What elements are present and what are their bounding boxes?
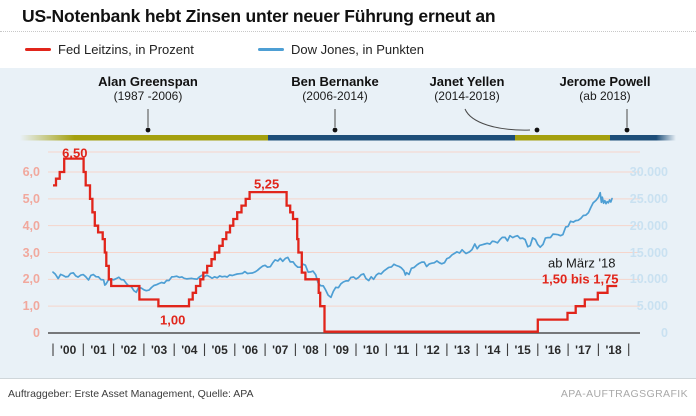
x-year-label: '03 <box>150 343 168 357</box>
x-year-label: '12 <box>423 343 440 357</box>
x-year-label: '11 <box>393 343 410 357</box>
y-left-tick-label: 0 <box>33 326 40 340</box>
y-left-tick-label: 4,0 <box>22 218 40 233</box>
x-year-label: '02 <box>120 343 137 357</box>
chair-dot-icon <box>332 127 338 133</box>
fed-chair-timeline-bar <box>610 135 676 141</box>
chair-name: Janet Yellen <box>429 74 505 89</box>
chair-yellen: Janet Yellen (2014-2018) <box>430 74 505 103</box>
y-left-tick-label: 6,0 <box>22 165 40 180</box>
chair-name: Ben Bernanke <box>291 74 379 89</box>
x-year-label: '09 <box>332 343 349 357</box>
chart-annotation: 1,50 bis 1,75 <box>541 271 619 287</box>
fed-chair-timeline-bar <box>20 135 268 141</box>
x-year-label: '16 <box>544 343 562 357</box>
x-year-label: '13 <box>453 343 471 357</box>
y-right-tick-label: 5.000 <box>636 299 668 314</box>
x-year-label: '18 <box>605 343 622 357</box>
chair-name: Alan Greenspan <box>98 74 198 89</box>
chair-bernanke: Ben Bernanke (2006-2014) <box>291 74 378 103</box>
chart-panel <box>0 68 696 379</box>
x-year-label: '08 <box>302 343 319 357</box>
y-left-tick-label: 2,0 <box>22 272 40 287</box>
x-year-label: '00 <box>60 343 77 357</box>
chair-dot-icon <box>624 127 630 133</box>
x-year-label: '15 <box>514 343 531 357</box>
chair-term: (ab 2018) <box>579 89 631 103</box>
x-year-label: '14 <box>484 343 501 357</box>
chair-pointer-line <box>464 108 531 131</box>
y-right-tick-label: 20.000 <box>629 218 668 233</box>
chair-term: (1987 -2006) <box>113 89 183 103</box>
title-divider <box>0 31 696 32</box>
x-year-label: '05 <box>211 343 228 357</box>
x-year-label: '17 <box>575 343 592 357</box>
dow-line-swatch-icon <box>258 48 284 51</box>
chart-annotation: ab März '18 <box>547 255 616 271</box>
y-right-tick-label: 25.000 <box>629 191 668 206</box>
fed-chair-timeline-bar <box>268 135 515 141</box>
y-right-tick-label: 10.000 <box>629 272 668 287</box>
y-right-tick-label: 15.000 <box>629 245 668 260</box>
legend-label-fed: Fed Leitzins, in Prozent <box>58 42 194 57</box>
source-note: Auftraggeber: Erste Asset Management, Qu… <box>8 388 254 400</box>
x-year-label: '04 <box>181 343 198 357</box>
fed-line-swatch-icon <box>25 48 51 51</box>
page-title: US-Notenbank hebt Zinsen unter neuer Füh… <box>22 6 496 26</box>
chair-dot-icon <box>534 127 540 133</box>
y-left-tick-label: 5,0 <box>22 191 40 206</box>
chair-powell: Jerome Powell (ab 2018) <box>559 74 650 103</box>
chair-dot-icon <box>145 127 151 133</box>
x-year-label: '10 <box>363 343 380 357</box>
legend-item-dow: Dow Jones, in Punkten <box>258 42 424 58</box>
chart-annotation: 5,25 <box>253 176 280 192</box>
chart-annotation: 1,00 <box>160 312 186 328</box>
x-year-label: '07 <box>272 343 289 357</box>
chart-annotation: 6,50 <box>62 145 88 161</box>
x-year-label: '06 <box>241 343 259 357</box>
chair-term: (2006-2014) <box>302 89 368 103</box>
chair-term: (2014-2018) <box>434 89 500 103</box>
fed-rate-line <box>53 157 618 333</box>
legend-label-dow: Dow Jones, in Punkten <box>291 42 424 57</box>
y-left-tick-label: 1,0 <box>22 299 40 314</box>
fed-chair-timeline-bar <box>515 135 610 141</box>
agency-credit: APA-AUFTRAGSGRAFIK <box>560 388 688 400</box>
legend-item-fed: Fed Leitzins, in Prozent <box>25 42 194 58</box>
y-right-tick-label: 0 <box>661 326 668 340</box>
chair-name: Jerome Powell <box>559 74 651 89</box>
y-left-tick-label: 3,0 <box>22 245 40 260</box>
chair-greenspan: Alan Greenspan (1987 -2006) <box>98 74 198 103</box>
y-right-tick-label: 30.000 <box>629 165 668 180</box>
dow-jones-line <box>52 191 613 299</box>
x-year-label: '01 <box>90 343 107 357</box>
